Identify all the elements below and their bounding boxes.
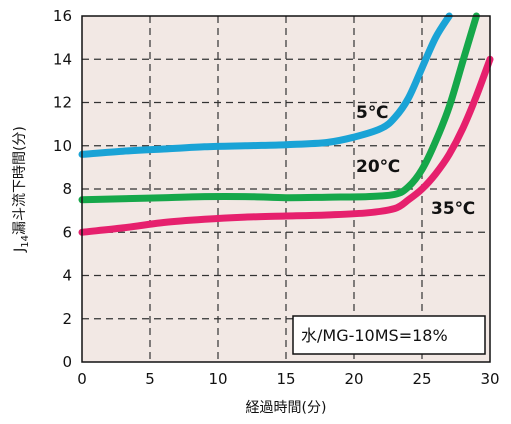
annotation-frame xyxy=(292,315,486,355)
x-tick-label: 0 xyxy=(77,370,87,388)
x-axis-tick-labels: 0 5 10 15 20 25 30 xyxy=(77,370,499,388)
y-tick-label: 16 xyxy=(53,7,72,25)
x-tick-label: 20 xyxy=(344,370,363,388)
annotation-box: 水/MG-10MS=18% xyxy=(292,315,486,355)
series-line-2 xyxy=(78,55,494,236)
series-label-2: 35℃ xyxy=(431,199,475,219)
series-line-1 xyxy=(78,12,480,204)
plot-frame xyxy=(81,15,491,363)
series-label-0: 5℃ xyxy=(356,103,388,123)
y-tick-label: 0 xyxy=(62,353,72,371)
y-tick-label: 2 xyxy=(62,310,72,328)
x-tick-label: 30 xyxy=(480,370,499,388)
y-tick-label: 12 xyxy=(53,94,72,112)
x-tick-label: 15 xyxy=(276,370,295,388)
y-axis-label-main: 漏斗流下時間(分) xyxy=(12,126,28,235)
y-axis-label: J14漏斗流下時間(分) xyxy=(12,126,31,253)
series-line-0 xyxy=(78,12,453,158)
y-axis-label-subscript: 14 xyxy=(20,235,31,248)
series-lines xyxy=(78,12,494,236)
y-tick-label: 6 xyxy=(62,223,72,241)
x-tick-label: 10 xyxy=(208,370,227,388)
series-label-1: 20℃ xyxy=(356,157,400,177)
y-axis-label-prefix: J xyxy=(12,248,28,253)
y-axis-tick-labels: 0 2 4 6 8 10 12 14 16 xyxy=(53,7,72,371)
y-tick-label: 8 xyxy=(62,180,72,198)
y-tick-label: 4 xyxy=(62,267,72,285)
x-axis-label: 経過時間(分) xyxy=(246,400,327,416)
x-tick-label: 5 xyxy=(145,370,155,388)
series-labels: 5℃ 20℃ 35℃ xyxy=(356,103,475,219)
annotation-text: 水/MG-10MS=18% xyxy=(301,326,448,345)
y-tick-label: 10 xyxy=(53,137,72,155)
x-tick-label: 25 xyxy=(412,370,431,388)
y-tick-label: 14 xyxy=(53,50,72,68)
